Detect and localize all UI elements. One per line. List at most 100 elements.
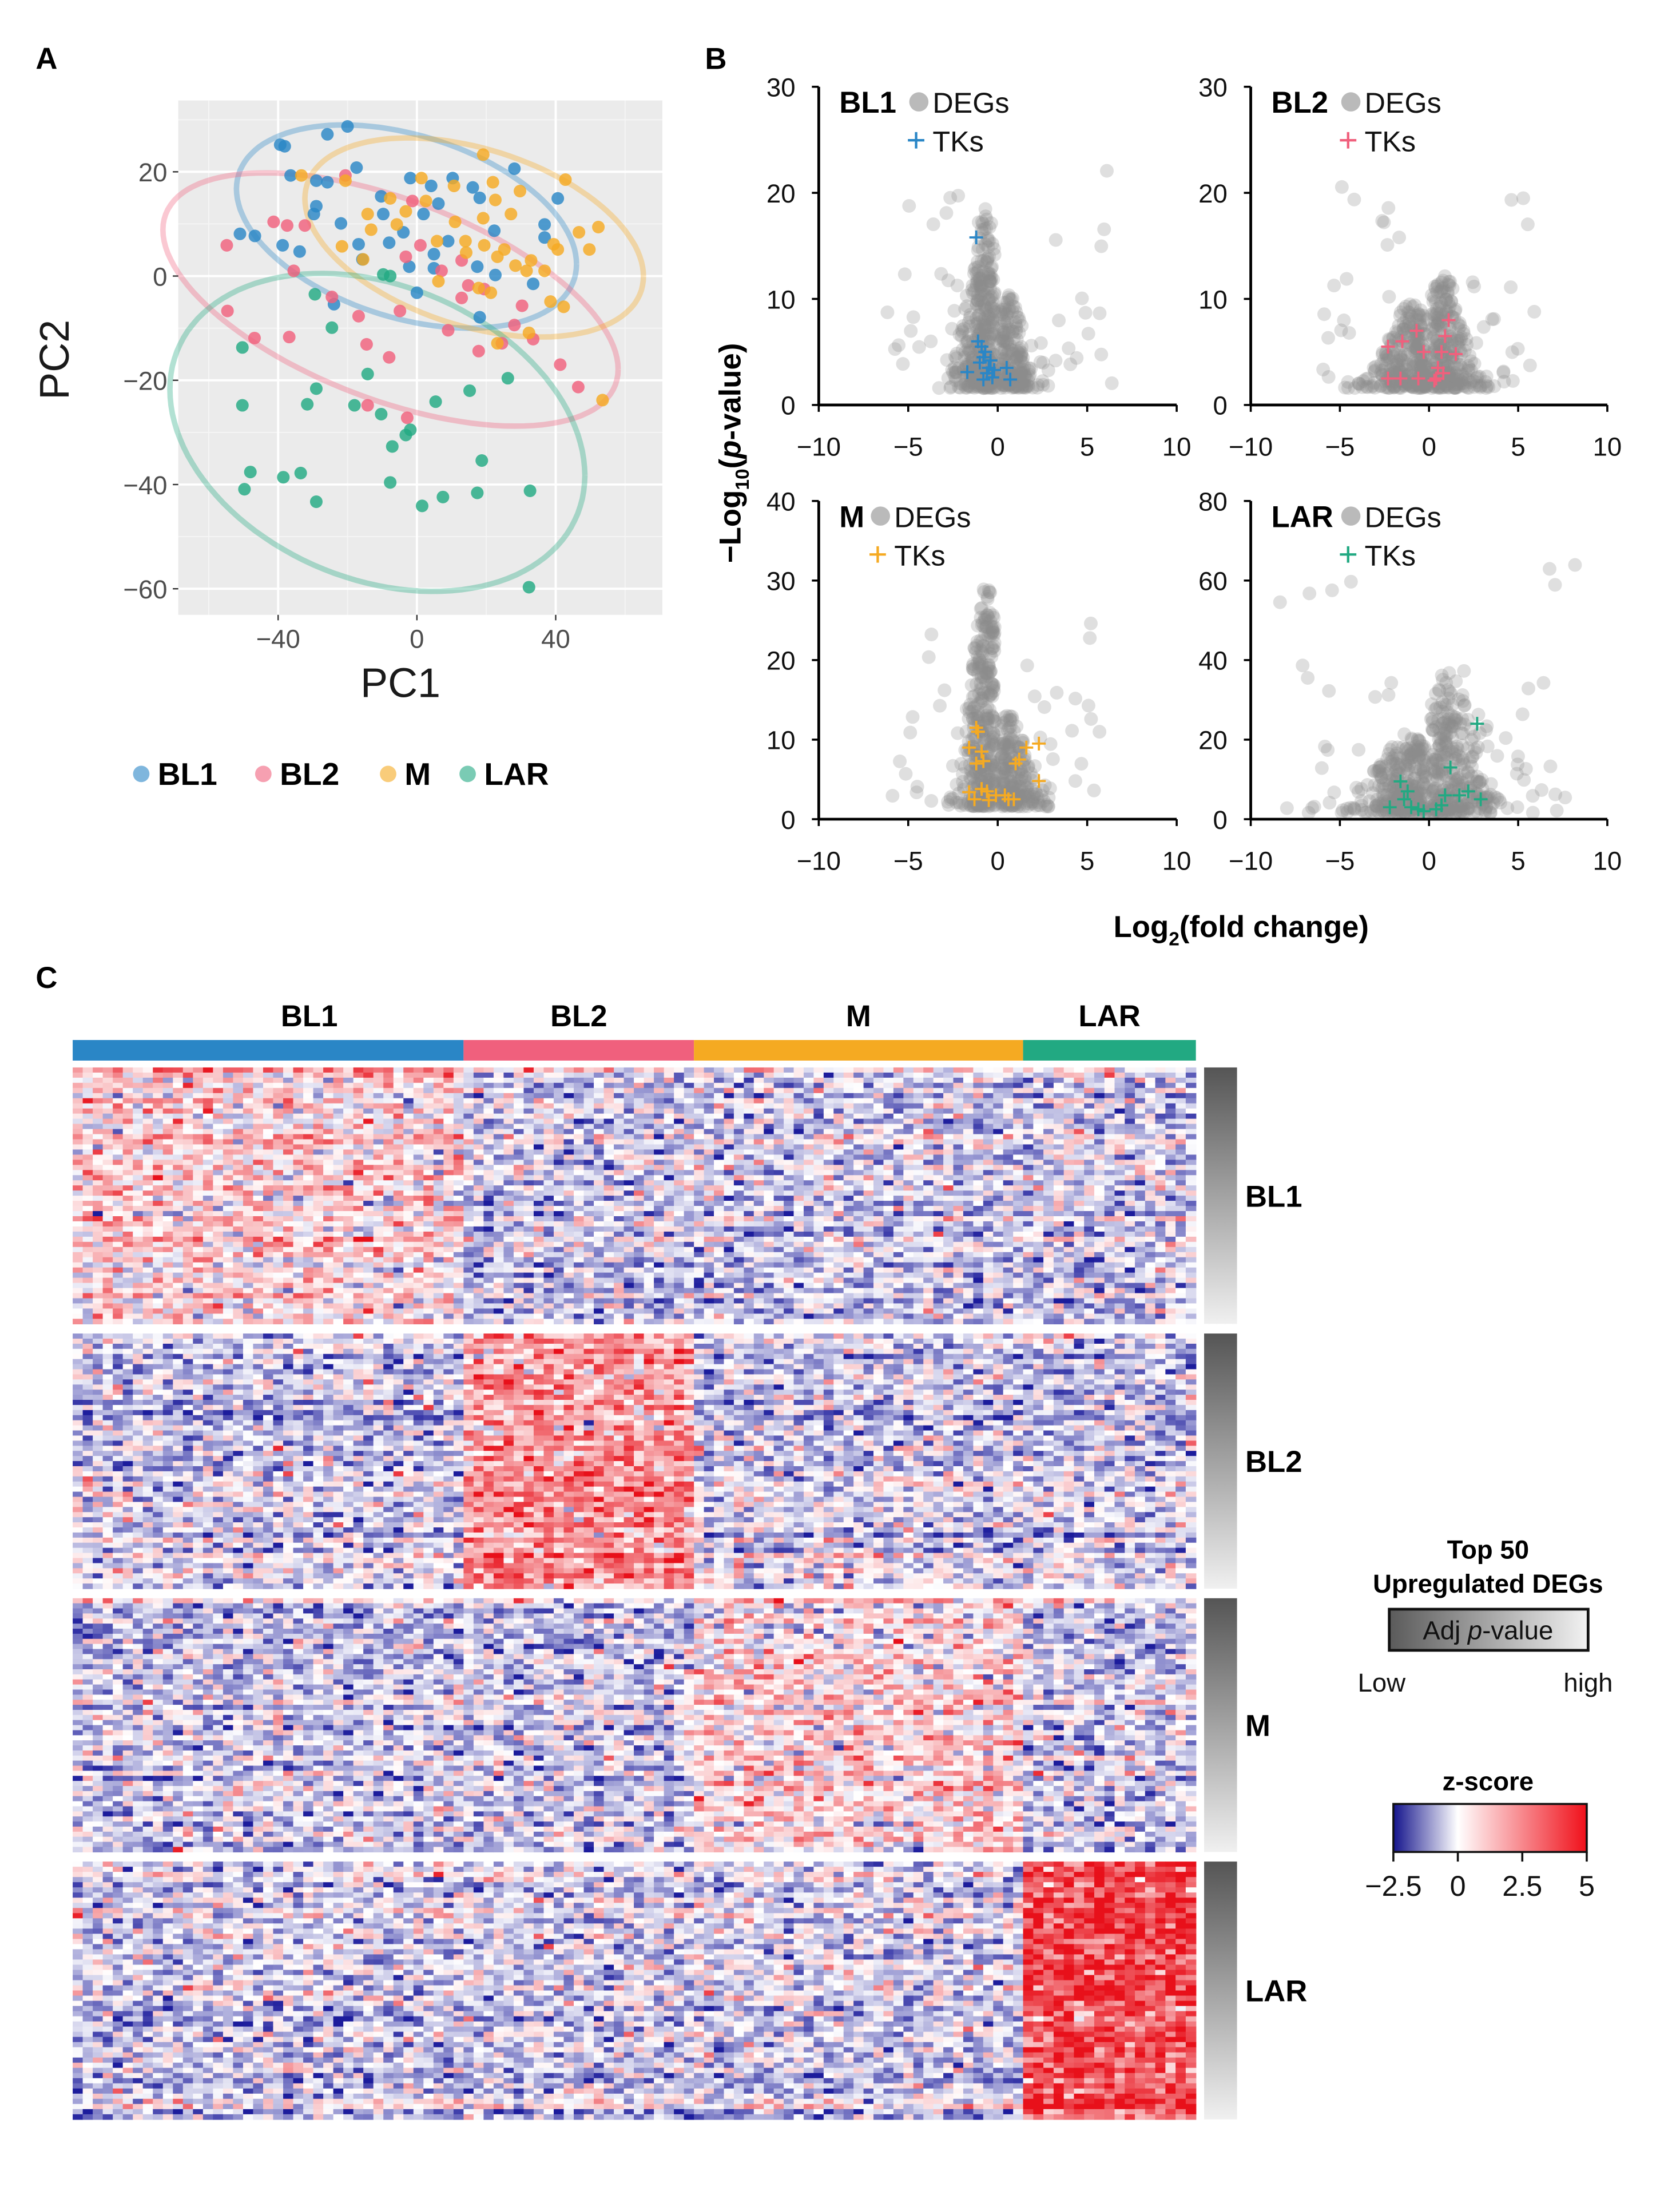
heatmap-cell (1104, 1113, 1115, 1120)
deg-point (903, 725, 918, 740)
deg-point (892, 338, 906, 352)
heatmap-cell (1084, 1118, 1095, 1125)
panel-label-a: A (35, 42, 57, 76)
heatmap-cell (1114, 1087, 1125, 1094)
heatmap-cell (213, 1072, 224, 1078)
heatmap-cell (664, 1134, 674, 1140)
heatmap-cell (654, 1129, 665, 1135)
pca-point-bl1 (488, 268, 502, 281)
heatmap-cell (113, 1160, 124, 1166)
heatmap-cell (603, 1139, 614, 1145)
heatmap-cell (813, 1160, 824, 1166)
heatmap-cell (903, 1134, 914, 1140)
heatmap-cell (303, 1144, 314, 1150)
heatmap-cell (784, 1134, 795, 1140)
heatmap-cell (963, 1082, 974, 1089)
deg-point (1511, 342, 1525, 356)
heatmap-cell (623, 1144, 634, 1150)
heatmap-cell (102, 1108, 113, 1114)
heatmap-cell (283, 1118, 294, 1125)
heatmap-cell (283, 1082, 294, 1089)
heatmap-cell (323, 1108, 334, 1114)
deg-point (959, 376, 973, 390)
heatmap-cell (923, 1098, 934, 1104)
y-tick-label: 10 (766, 285, 796, 314)
heatmap-cell (453, 1124, 464, 1130)
pca-point-m (488, 193, 502, 207)
heatmap-cell (1165, 1067, 1176, 1073)
heatmap-cell (724, 1108, 734, 1114)
heatmap-cell (533, 1139, 545, 1145)
heatmap-cell (383, 1087, 394, 1094)
heatmap-cell (913, 1077, 924, 1083)
heatmap-cell (773, 1098, 784, 1104)
heatmap-cell (724, 1160, 734, 1166)
heatmap-cell (963, 1160, 974, 1166)
heatmap-cell (433, 1098, 444, 1104)
pca-point-lar (277, 471, 290, 484)
heatmap-cell (363, 1103, 374, 1109)
heatmap-cell (153, 1072, 164, 1078)
heatmap-cell (113, 1124, 124, 1130)
heatmap-cell (113, 1108, 124, 1114)
heatmap-cell (1063, 1103, 1075, 1109)
pca-point-bl2 (455, 291, 468, 304)
heatmap-cell (202, 1139, 214, 1145)
deg-point (952, 787, 966, 800)
heatmap-cell (674, 1077, 685, 1083)
heatmap-cell (623, 1134, 634, 1140)
heatmap-cell (803, 1072, 815, 1078)
heatmap-cell (1114, 1144, 1125, 1150)
heatmap-cell (603, 1108, 614, 1114)
deg-point (963, 308, 978, 322)
heatmap-cell (1053, 1139, 1065, 1145)
heatmap-cell (323, 1087, 334, 1094)
heatmap-cell (863, 1103, 874, 1109)
deg-point (922, 650, 936, 664)
heatmap-cell (113, 1134, 124, 1140)
heatmap-cell (1125, 1077, 1135, 1083)
heatmap-cell (744, 1108, 754, 1114)
pca-y-tick-label: −40 (123, 471, 167, 500)
heatmap-cell (223, 1103, 234, 1109)
heatmap-cell (1033, 1082, 1044, 1089)
deg-point (1046, 752, 1060, 766)
heatmap-cell (953, 1124, 964, 1130)
heatmap-cell (223, 1160, 234, 1166)
heatmap-cell (493, 1129, 505, 1135)
heatmap-cell (674, 1118, 685, 1125)
heatmap-cell (263, 1113, 274, 1120)
heatmap-cell (714, 1098, 725, 1104)
heatmap-cell (793, 1118, 804, 1125)
heatmap-cell (634, 1072, 645, 1078)
pca-point-bl1 (488, 224, 501, 237)
heatmap-cell (704, 1072, 714, 1078)
heatmap-cell (843, 1082, 854, 1089)
heatmap-cell (923, 1077, 934, 1083)
heatmap-cell (463, 1149, 474, 1156)
heatmap-cell (714, 1113, 725, 1120)
heatmap-cell (583, 1134, 594, 1140)
heatmap-cell (313, 1129, 324, 1135)
heatmap-cell (813, 1144, 824, 1150)
heatmap-cell (73, 1082, 84, 1089)
pca-point-m (364, 223, 378, 236)
heatmap-cell (1033, 1139, 1044, 1145)
heatmap-cell (1043, 1082, 1054, 1089)
heatmap-cell (1084, 1067, 1095, 1073)
heatmap-cell (764, 1082, 775, 1089)
heatmap-cell (483, 1118, 494, 1125)
heatmap-cell (714, 1124, 725, 1130)
heatmap-cell (733, 1144, 745, 1150)
heatmap-cell (213, 1124, 224, 1130)
heatmap-cell (583, 1154, 594, 1161)
heatmap-cell (142, 1077, 153, 1083)
heatmap-cell (883, 1160, 894, 1166)
heatmap-cell (182, 1154, 194, 1161)
heatmap-cell (694, 1103, 705, 1109)
heatmap-cell (383, 1108, 394, 1114)
deg-point (1009, 378, 1023, 392)
heatmap-cell (1175, 1139, 1186, 1145)
heatmap-cell (803, 1067, 815, 1073)
deg-point (1384, 676, 1399, 690)
